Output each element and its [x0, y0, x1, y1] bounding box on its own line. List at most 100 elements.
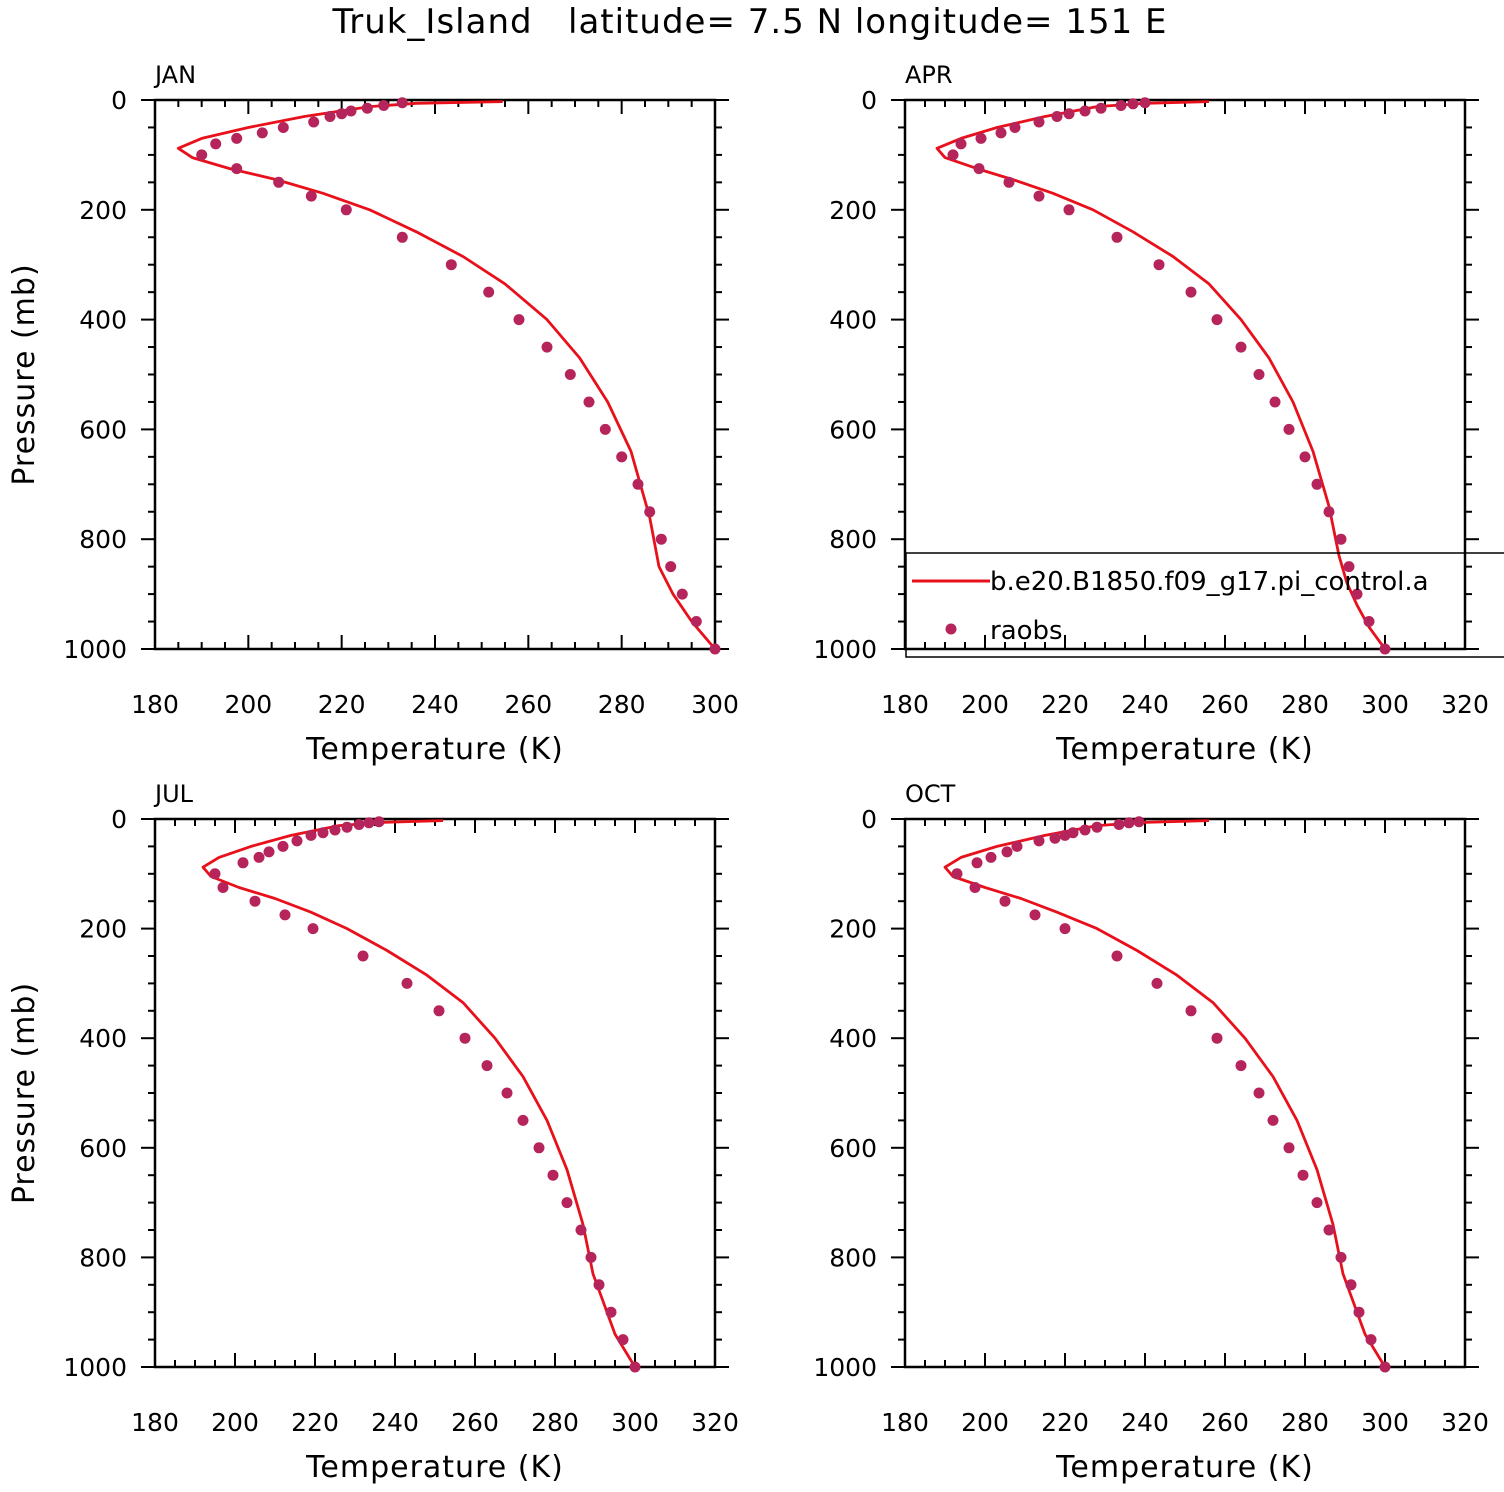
x-tick-label: 180 [131, 690, 179, 719]
raobs-point [1185, 1005, 1197, 1017]
raobs-point [317, 827, 329, 839]
plot-frame [903, 817, 1467, 1369]
raobs-point [1211, 314, 1223, 326]
raobs-point [541, 341, 553, 353]
x-tick-label: 280 [531, 1408, 579, 1437]
raobs-point [1235, 341, 1247, 353]
panel-title: OCT [905, 780, 956, 808]
panel-jul: JUL 180 200 220 240 260 280 300 320 0 200 400 600 800… [7, 780, 739, 1485]
x-tick-label: 220 [1041, 690, 1089, 719]
raobs-point [1379, 1361, 1391, 1373]
raobs-point [231, 163, 243, 175]
x-tick-label: 180 [881, 1408, 929, 1437]
raobs-point [209, 868, 221, 880]
x-tick-label: 280 [1281, 690, 1329, 719]
raobs-point [969, 882, 981, 893]
raobs-point [341, 821, 353, 833]
y-tick-label: 0 [861, 805, 877, 834]
x-tick-label: 260 [1201, 690, 1249, 719]
y-tick-label: 0 [111, 805, 127, 834]
raobs-point [445, 259, 457, 271]
raobs-point [1297, 1169, 1309, 1181]
raobs-point [353, 819, 365, 830]
raobs-point [583, 396, 595, 408]
y-tick-label: 0 [861, 86, 877, 115]
raobs-point [1029, 909, 1041, 921]
x-tick-label: 220 [1041, 1408, 1089, 1437]
raobs-point [373, 816, 385, 828]
raobs-point [433, 1005, 445, 1017]
plot-frame [153, 817, 717, 1369]
raobs-point [564, 369, 576, 380]
raobs-point [1253, 369, 1265, 380]
raobs-point [361, 102, 373, 114]
raobs-point [1113, 819, 1125, 830]
raobs-point [307, 923, 319, 935]
x-tick-label: 240 [411, 690, 459, 719]
raobs-point [210, 138, 222, 150]
raobs-point [277, 122, 289, 133]
raobs-point [1001, 846, 1013, 858]
raobs-point [599, 423, 611, 435]
raobs-point [975, 132, 987, 144]
raobs-point [1211, 1032, 1223, 1044]
raobs-point [1311, 1197, 1323, 1209]
raobs-point [971, 857, 983, 869]
y-tick-label: 400 [829, 1024, 877, 1053]
y-tick-label: 800 [829, 1243, 877, 1272]
legend: b.e20.B1850.f09_g17.pi_control.a raobs [905, 552, 1504, 658]
raobs-point [1111, 950, 1123, 962]
raobs-point [340, 204, 352, 216]
model-series-line [176, 100, 717, 650]
raobs-point [1283, 1142, 1295, 1154]
raobs-point [547, 1169, 559, 1181]
raobs-point [396, 231, 408, 243]
raobs-point [1111, 231, 1123, 243]
raobs-point [1343, 561, 1355, 573]
raobs-point [1323, 506, 1335, 518]
x-tick-label: 200 [961, 690, 1009, 719]
raobs-point [999, 895, 1011, 907]
raobs-point [676, 588, 688, 600]
raobs-point [501, 1087, 513, 1099]
legend-obs-label: raobs [990, 616, 1063, 646]
raobs-point [459, 1032, 471, 1044]
raobs-point [995, 127, 1007, 139]
x-tick-label: 220 [318, 690, 366, 719]
x-tick-label: 240 [1121, 1408, 1169, 1437]
raobs-point [256, 127, 268, 139]
x-tick-label: 180 [131, 1408, 179, 1437]
raobs-point [483, 286, 495, 298]
raobs-point [665, 561, 677, 573]
raobs-point [1079, 105, 1091, 117]
raobs-point [1139, 97, 1151, 109]
y-tick-label: 400 [79, 1024, 127, 1053]
y-tick-label: 600 [829, 415, 877, 444]
x-tick-label: 320 [1441, 1408, 1489, 1437]
raobs-point [973, 163, 985, 175]
y-tick-label: 800 [79, 1243, 127, 1272]
raobs-point [513, 314, 525, 326]
x-axis-label: Temperature (K) [305, 1450, 564, 1485]
panel-apr: APR 180 200 220 240 260 280 300 320 0 200 400 600 800… [813, 61, 1488, 767]
x-tick-label: 240 [1121, 690, 1169, 719]
raobs-point [955, 138, 967, 150]
raobs-point [1063, 108, 1075, 120]
y-tick-label: 1000 [813, 635, 877, 664]
raobs-point [273, 176, 285, 188]
raobs-point [1151, 977, 1163, 989]
raobs-point [1059, 923, 1071, 935]
raobs-point [249, 895, 261, 907]
raobs-point [1033, 835, 1045, 847]
raobs-point [1153, 259, 1165, 271]
x-tick-label: 260 [451, 1408, 499, 1437]
y-tick-label: 200 [829, 196, 877, 225]
raobs-point [196, 149, 208, 161]
y-tick-label: 1000 [813, 1353, 877, 1382]
raobs-point [378, 100, 390, 111]
y-tick-label: 600 [79, 415, 127, 444]
raobs-point [263, 846, 275, 858]
raobs-point [617, 1334, 629, 1346]
raobs-point [951, 868, 963, 880]
raobs-point [1283, 423, 1295, 435]
